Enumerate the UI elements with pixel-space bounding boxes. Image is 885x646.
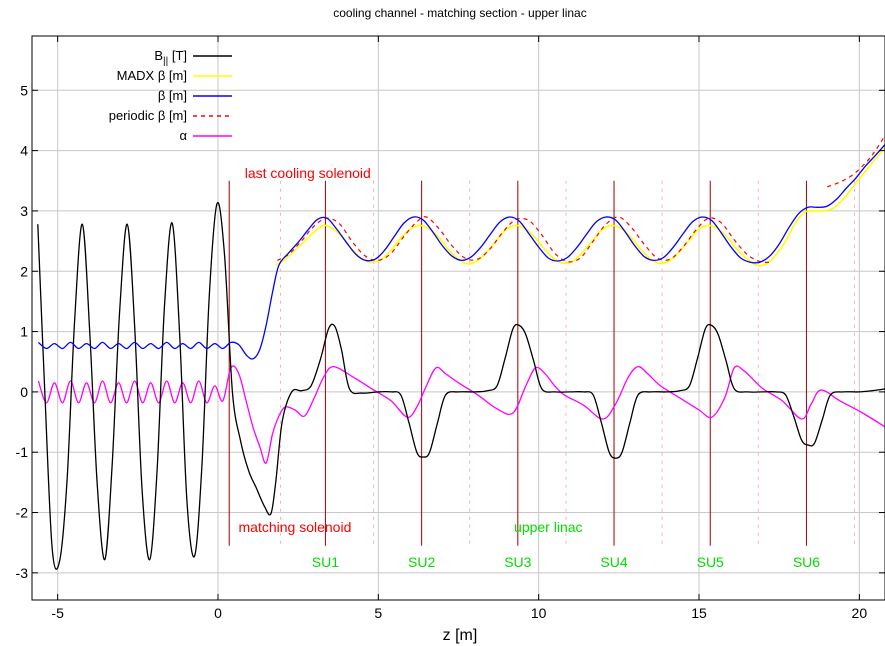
axis-ticks: -5 0 5 10 15 20 -3 -2 -1 0 1 2 3 4 5 (16, 36, 885, 621)
grid (32, 36, 885, 600)
y-tick-label: 3 (20, 203, 28, 219)
annotations: last cooling solenoid matching solenoid up… (239, 165, 821, 570)
annotation-label: upper linac (514, 519, 583, 535)
legend-label: β [m] (158, 88, 187, 103)
legend-label: MADX β [m] (117, 68, 187, 83)
y-tick-label: 5 (20, 82, 28, 98)
series-line-periodic-beta (277, 216, 770, 263)
x-tick-label: 10 (531, 605, 547, 621)
annotation-label: last cooling solenoid (245, 165, 371, 181)
annotation-label: SU3 (504, 554, 531, 570)
annotation-label: SU2 (408, 554, 435, 570)
x-axis-label: z [m] (443, 627, 478, 644)
solenoid-markers (228, 180, 856, 546)
series-group (37, 135, 885, 570)
y-tick-label: 0 (20, 384, 28, 400)
x-tick-label: -5 (51, 605, 64, 621)
y-tick-label: -2 (16, 505, 29, 521)
x-tick-label: 20 (852, 605, 868, 621)
series-line-periodic-beta (827, 135, 885, 188)
y-tick-label: -3 (16, 565, 29, 581)
y-tick-label: 4 (20, 143, 28, 159)
legend: B|| [T]MADX β [m] β [m] periodic β [m] α (109, 48, 232, 143)
y-tick-label: 2 (20, 263, 28, 279)
annotation-label: matching solenoid (239, 519, 352, 535)
series-line-madx-beta (275, 147, 885, 267)
series-line-b-field (37, 201, 885, 570)
legend-label: periodic β [m] (109, 108, 187, 123)
x-tick-label: 0 (214, 605, 222, 621)
chart-title: cooling channel - matching section - upp… (333, 6, 586, 20)
y-tick-label: 1 (20, 324, 28, 340)
legend-label: α (179, 128, 187, 143)
y-tick-label: -1 (16, 444, 29, 460)
series-line-alpha (37, 365, 885, 464)
series-line-beta (37, 144, 885, 360)
x-tick-label: 5 (374, 605, 382, 621)
annotation-label: SU1 (312, 554, 339, 570)
annotation-label: SU4 (600, 554, 627, 570)
annotation-label: SU6 (793, 554, 820, 570)
plot-frame (31, 35, 885, 601)
x-tick-label: 15 (691, 605, 707, 621)
legend-label: B|| [T] (154, 48, 187, 67)
annotation-label: SU5 (697, 554, 724, 570)
